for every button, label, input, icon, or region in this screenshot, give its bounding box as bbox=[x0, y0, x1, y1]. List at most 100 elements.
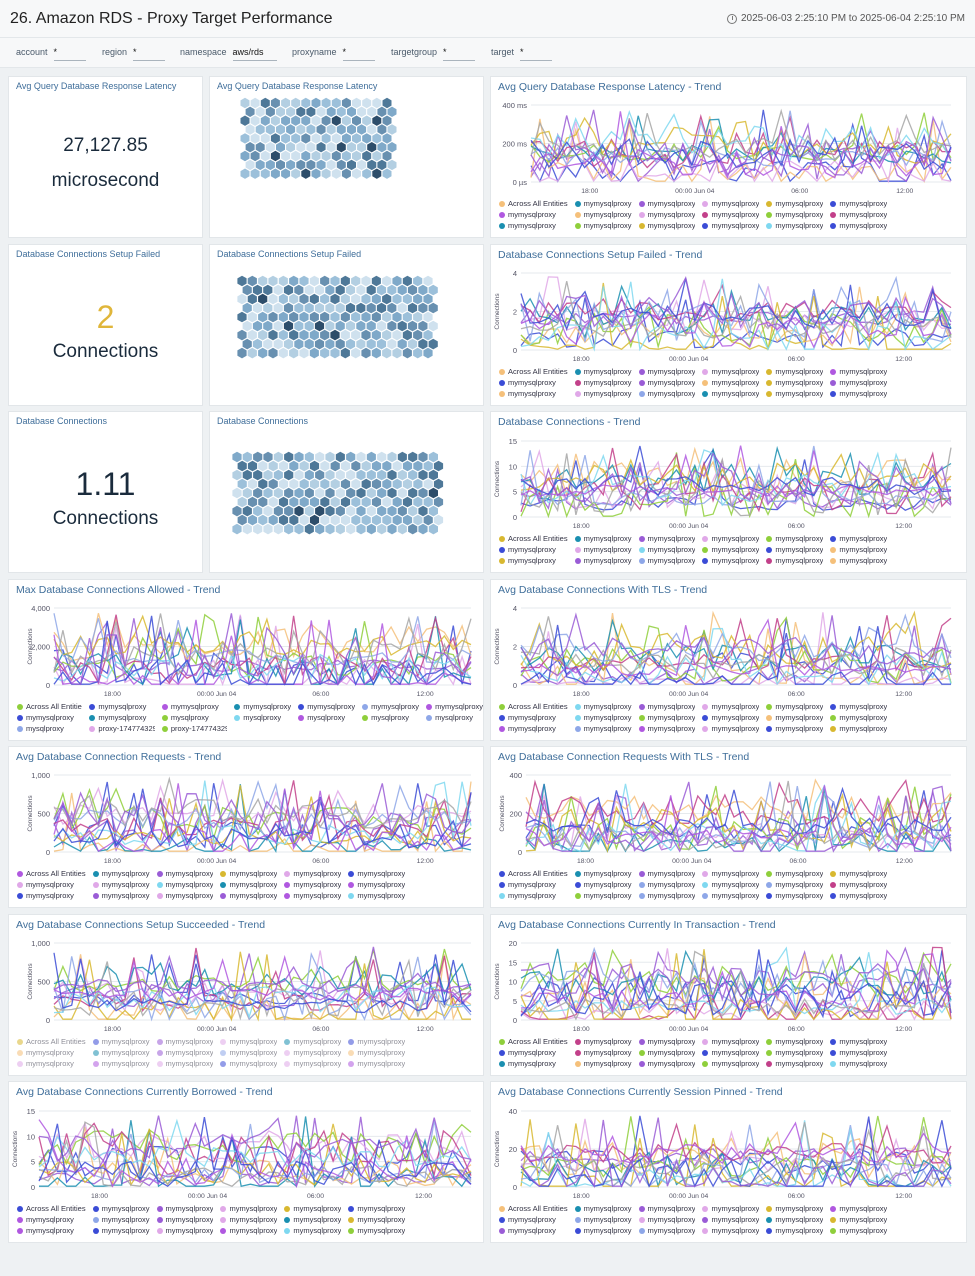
honeycomb-cell[interactable] bbox=[356, 320, 366, 332]
honeycomb-cell[interactable] bbox=[294, 487, 304, 499]
honeycomb-cell[interactable] bbox=[263, 320, 273, 332]
honeycomb-cell[interactable] bbox=[299, 496, 309, 508]
honeycomb-cell[interactable] bbox=[408, 487, 418, 499]
honeycomb-cell[interactable] bbox=[268, 460, 278, 472]
honeycomb-cell[interactable] bbox=[294, 469, 304, 481]
legend-item[interactable]: mymysqlproxy bbox=[499, 1226, 568, 1235]
legend-item[interactable]: mymysqlproxy bbox=[156, 1204, 213, 1213]
honeycomb-cell[interactable] bbox=[428, 469, 438, 481]
honeycomb-cell[interactable] bbox=[361, 275, 371, 287]
legend-item[interactable]: mymysqlproxy bbox=[702, 1037, 759, 1046]
legend-item[interactable]: proxy-1747743298629-database-2 bbox=[89, 724, 155, 733]
honeycomb-cell[interactable] bbox=[366, 284, 376, 296]
honeycomb-cell[interactable] bbox=[335, 523, 345, 535]
legend-item[interactable]: mymysqlproxy bbox=[574, 378, 632, 387]
series-line[interactable] bbox=[520, 610, 952, 686]
legend-item[interactable]: mymysqlproxy bbox=[574, 1215, 632, 1224]
honeycomb-cell[interactable] bbox=[366, 302, 376, 314]
honeycomb-cell[interactable] bbox=[291, 115, 301, 126]
honeycomb-cell[interactable] bbox=[331, 115, 341, 126]
legend-item[interactable]: mymysqlproxy bbox=[348, 1226, 405, 1235]
legend-item[interactable]: mymysqlproxy bbox=[830, 1048, 887, 1057]
honeycomb-cell[interactable] bbox=[240, 115, 250, 126]
honeycomb-cell[interactable] bbox=[265, 124, 275, 135]
honeycomb-cell[interactable] bbox=[428, 284, 438, 296]
honeycomb-cell[interactable] bbox=[382, 133, 392, 144]
legend-item[interactable]: mymysqlproxy bbox=[638, 1226, 695, 1235]
honeycomb-cell[interactable] bbox=[413, 496, 423, 508]
legend-item[interactable]: mysqlproxy bbox=[426, 713, 483, 722]
honeycomb-cell[interactable] bbox=[255, 159, 265, 171]
honeycomb-cell[interactable] bbox=[268, 496, 278, 508]
honeycomb-cell[interactable] bbox=[289, 347, 299, 359]
honeycomb-cell[interactable] bbox=[413, 275, 423, 287]
honeycomb-cell[interactable] bbox=[309, 496, 320, 508]
legend-item[interactable]: mymysqlproxy bbox=[702, 713, 759, 722]
legend-item[interactable]: mymysqlproxy bbox=[574, 713, 632, 722]
honeycomb-cell[interactable] bbox=[242, 320, 252, 332]
honeycomb-cell[interactable] bbox=[283, 338, 294, 350]
honeycomb-cell[interactable] bbox=[270, 150, 280, 162]
honeycomb-cell[interactable] bbox=[273, 469, 283, 481]
series-line[interactable] bbox=[520, 295, 952, 349]
honeycomb-cell[interactable] bbox=[281, 150, 291, 162]
honeycomb-cell[interactable] bbox=[382, 97, 392, 109]
honeycomb-cell[interactable] bbox=[392, 293, 402, 305]
honeycomb-cell[interactable] bbox=[376, 320, 387, 332]
series-line[interactable] bbox=[38, 1115, 472, 1162]
honeycomb-cell[interactable] bbox=[284, 487, 294, 499]
honeycomb-cell[interactable] bbox=[325, 338, 335, 350]
series-line[interactable] bbox=[53, 951, 472, 1022]
honeycomb-cell[interactable] bbox=[242, 523, 252, 535]
legend-item[interactable]: mymysqlproxy bbox=[830, 891, 887, 900]
series-line[interactable] bbox=[520, 447, 952, 517]
honeycomb-cell[interactable] bbox=[407, 338, 418, 350]
honeycomb-cell[interactable] bbox=[407, 320, 418, 332]
honeycomb-cell[interactable] bbox=[357, 142, 367, 153]
series-line[interactable] bbox=[520, 627, 952, 686]
honeycomb-cell[interactable] bbox=[330, 311, 340, 323]
honeycomb-cell[interactable] bbox=[331, 97, 341, 109]
honeycomb-cell[interactable] bbox=[237, 460, 247, 472]
series-line[interactable] bbox=[530, 109, 952, 183]
legend-item[interactable]: mymysqlproxy bbox=[766, 724, 823, 733]
honeycomb-cell[interactable] bbox=[326, 159, 336, 171]
honeycomb-cell[interactable] bbox=[352, 97, 361, 109]
series-line[interactable] bbox=[525, 785, 952, 853]
legend-item[interactable]: Across All Entities bbox=[499, 1037, 568, 1046]
honeycomb-cell[interactable] bbox=[362, 115, 372, 126]
legend-item[interactable]: mymysqlproxy bbox=[766, 210, 823, 219]
legend-item[interactable]: mymysqlproxy bbox=[830, 389, 887, 398]
legend-item[interactable]: mymysqlproxy bbox=[766, 702, 823, 711]
honeycomb-cell[interactable] bbox=[367, 159, 377, 171]
honeycomb-cell[interactable] bbox=[281, 133, 291, 144]
honeycomb-cell[interactable] bbox=[294, 320, 304, 332]
honeycomb-cell[interactable] bbox=[291, 168, 301, 179]
honeycomb-cell[interactable] bbox=[294, 284, 304, 296]
honeycomb-cell[interactable] bbox=[289, 460, 299, 472]
honeycomb-cell[interactable] bbox=[346, 505, 356, 517]
series-line[interactable] bbox=[520, 1119, 952, 1188]
series-line[interactable] bbox=[525, 786, 952, 836]
honeycomb-cell[interactable] bbox=[341, 168, 351, 179]
legend-item[interactable]: mymysqlproxy bbox=[17, 1048, 86, 1057]
series-line[interactable] bbox=[520, 278, 952, 331]
legend-item[interactable]: mysqlproxy bbox=[17, 724, 82, 733]
honeycomb-cell[interactable] bbox=[361, 496, 371, 508]
honeycomb-cell[interactable] bbox=[240, 168, 250, 179]
series-line[interactable] bbox=[53, 788, 472, 849]
honeycomb-cell[interactable] bbox=[296, 159, 306, 171]
series-line[interactable] bbox=[53, 952, 472, 1014]
honeycomb-cell[interactable] bbox=[284, 505, 294, 517]
legend-item[interactable]: mysqlproxy bbox=[362, 713, 419, 722]
filter-region[interactable]: region * bbox=[102, 47, 166, 61]
series-line[interactable] bbox=[520, 445, 952, 506]
series-line[interactable] bbox=[525, 778, 952, 824]
honeycomb-cell[interactable] bbox=[237, 347, 247, 359]
honeycomb-cell[interactable] bbox=[377, 451, 387, 463]
honeycomb-cell[interactable] bbox=[247, 275, 257, 287]
series-line[interactable] bbox=[53, 776, 472, 829]
legend-item[interactable]: mymysqlproxy bbox=[284, 1048, 341, 1057]
honeycomb-cell[interactable] bbox=[270, 97, 280, 109]
honeycomb-cell[interactable] bbox=[352, 115, 361, 126]
